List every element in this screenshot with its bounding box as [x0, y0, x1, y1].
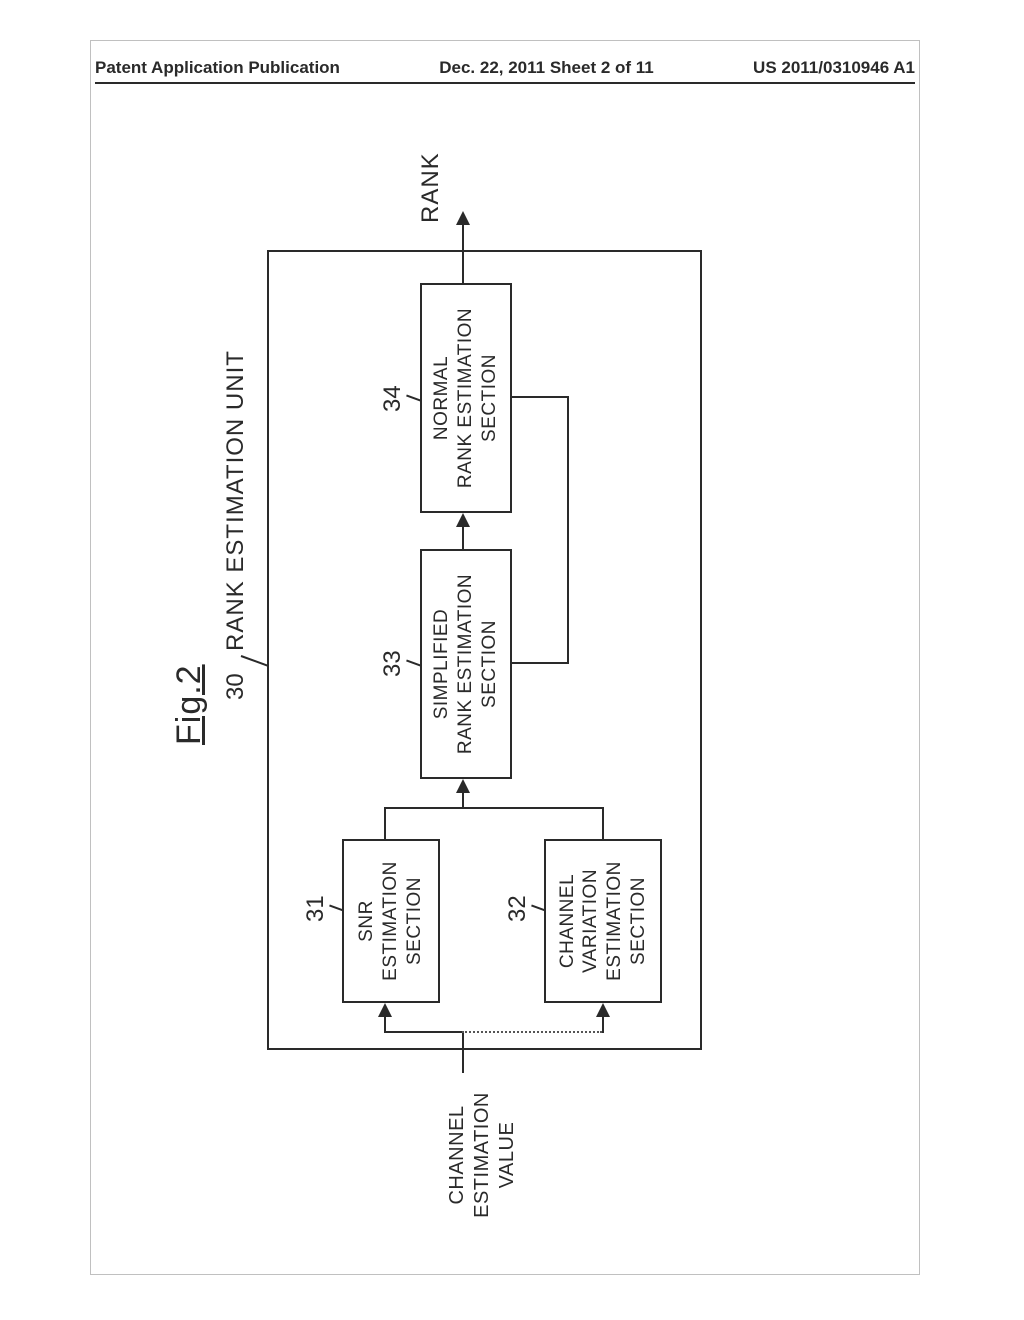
input-label-line1: CHANNEL — [445, 1065, 470, 1245]
output-label: RANK — [417, 152, 445, 223]
snr-estimation-section: SNR ESTIMATION SECTION — [342, 839, 440, 1003]
feedback-v2 — [512, 662, 569, 664]
input-label-line2: ESTIMATION VALUE — [470, 1065, 520, 1245]
header-center: Dec. 22, 2011 Sheet 2 of 11 — [439, 58, 654, 78]
input-split-v-bottom — [462, 1031, 602, 1033]
unit-label: RANK ESTIMATION UNIT — [222, 350, 250, 651]
page: Patent Application Publication Dec. 22, … — [0, 0, 1024, 1320]
diagram: Fig.2 30 RANK ESTIMATION UNIT CHANNEL ES… — [162, 145, 862, 1245]
arrow-to-normal — [462, 515, 464, 549]
channel-variation-estimation-section: CHANNEL VARIATION ESTIMATION SECTION — [544, 839, 662, 1003]
ref-32: 32 — [504, 895, 532, 922]
simp-line1: SIMPLIFIED — [430, 609, 454, 720]
header-left: Patent Application Publication — [95, 58, 340, 78]
ref-33: 33 — [379, 650, 407, 677]
cvar-line1: CHANNEL — [556, 874, 580, 968]
snr-line3: SECTION — [403, 877, 427, 965]
page-header: Patent Application Publication Dec. 22, … — [95, 58, 915, 78]
ref-30-num: 30 — [222, 673, 249, 700]
norm-line2: RANK ESTIMATION — [454, 308, 478, 488]
snr-out-line — [384, 809, 386, 839]
arrow-to-simplified — [462, 781, 464, 809]
input-line — [462, 1033, 464, 1073]
cvar-out-line — [602, 809, 604, 839]
figure-label: Fig.2 — [170, 664, 209, 745]
ref-31: 31 — [302, 895, 330, 922]
arrow-output — [462, 213, 464, 283]
cvar-line4: SECTION — [627, 877, 651, 965]
merge-v-bottom — [462, 807, 604, 809]
ref-34: 34 — [379, 385, 407, 412]
input-split-v-top — [384, 1031, 464, 1033]
cvar-line3: ESTIMATION — [603, 861, 627, 981]
normal-rank-estimation-section: NORMAL RANK ESTIMATION SECTION — [420, 283, 512, 513]
snr-line2: ESTIMATION — [379, 861, 403, 981]
norm-line3: SECTION — [478, 354, 502, 442]
header-right: US 2011/0310946 A1 — [753, 58, 915, 78]
simp-line2: RANK ESTIMATION — [454, 574, 478, 754]
norm-line1: NORMAL — [430, 356, 454, 440]
merge-v-top — [384, 807, 464, 809]
cvar-line2: VARIATION — [579, 869, 603, 973]
header-rule — [95, 82, 915, 84]
feedback-h — [567, 396, 569, 664]
arrow-to-snr — [384, 1005, 386, 1033]
feedback-v — [512, 396, 567, 398]
simplified-rank-estimation-section: SIMPLIFIED RANK ESTIMATION SECTION — [420, 549, 512, 779]
snr-line1: SNR — [355, 900, 379, 942]
simp-line3: SECTION — [478, 620, 502, 708]
arrow-to-cvar — [602, 1005, 604, 1033]
input-label: CHANNEL ESTIMATION VALUE — [445, 1065, 520, 1245]
